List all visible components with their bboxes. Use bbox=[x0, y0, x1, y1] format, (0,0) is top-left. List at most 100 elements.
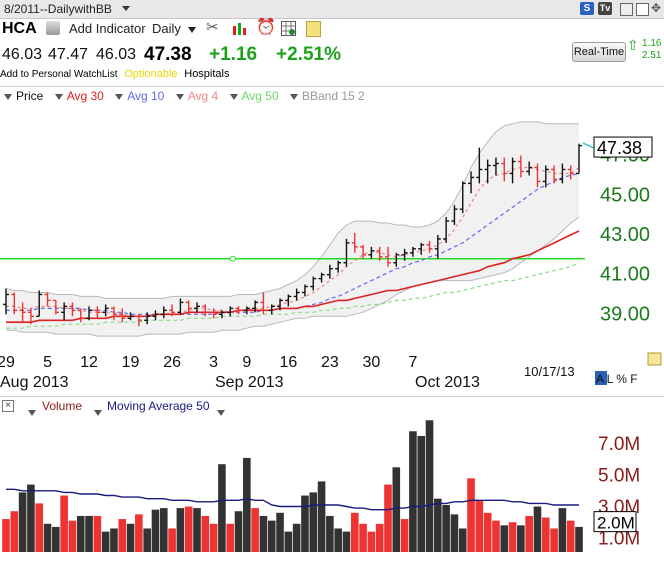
ohlc-bar bbox=[260, 292, 267, 315]
add-indicator-button[interactable]: Add Indicator bbox=[69, 21, 146, 36]
price-chart[interactable]: 39.0041.0043.0045.0047.0047.382951219263… bbox=[0, 104, 664, 396]
legend-avg50[interactable]: Avg 50 bbox=[229, 87, 279, 105]
volume-chart[interactable]: 1.0M3.0M5.0M7.0M2.0M bbox=[0, 414, 664, 571]
legend-ma50-label: Moving Average 50 bbox=[107, 399, 210, 413]
volume-bar bbox=[342, 531, 351, 552]
volume-bar bbox=[60, 495, 68, 552]
ohlc-bar bbox=[110, 306, 117, 321]
legend-volume-menu-icon[interactable] bbox=[28, 409, 36, 416]
legend-avg10-label: Avg 10 bbox=[127, 89, 165, 103]
chart-template-title[interactable]: 8/2011--DailywithBB bbox=[4, 2, 112, 16]
optionable-label: Optionable bbox=[124, 68, 178, 80]
volume-bar bbox=[458, 528, 467, 552]
grid-settings-icon[interactable] bbox=[281, 21, 296, 41]
legend-avg4[interactable]: Avg 4 bbox=[175, 87, 218, 105]
legend-avg10[interactable]: Avg 10 bbox=[115, 87, 164, 105]
percent-change: +2.51% bbox=[276, 44, 341, 65]
legend-avg50-menu-icon[interactable] bbox=[229, 93, 238, 100]
legend-bband[interactable]: BBand 15 2 bbox=[290, 87, 365, 105]
maximize-icon[interactable] bbox=[636, 3, 649, 16]
volume-bar bbox=[284, 531, 293, 552]
symbol-input[interactable]: HCA bbox=[2, 20, 37, 37]
ohlc-bar bbox=[77, 308, 84, 323]
tv-badge-icon[interactable]: Tv bbox=[598, 2, 612, 15]
ohlc-bar bbox=[426, 240, 433, 253]
legend-ma50[interactable] bbox=[94, 403, 106, 421]
bband-lower-line bbox=[6, 216, 580, 337]
ohlc-bar bbox=[301, 284, 308, 297]
volume-bar bbox=[201, 515, 210, 552]
volume-bar bbox=[18, 492, 27, 552]
ohlc-bar bbox=[210, 308, 217, 319]
tools-icon[interactable]: ✂ bbox=[206, 19, 219, 36]
period-select[interactable]: Daily bbox=[152, 21, 181, 36]
volume-tick-label: 1.0M bbox=[598, 528, 640, 549]
ohlc-bar bbox=[459, 181, 466, 214]
volume-bar bbox=[350, 512, 359, 552]
period-dropdown-icon[interactable] bbox=[188, 27, 196, 33]
volume-bar bbox=[500, 525, 509, 552]
ohlc-bar bbox=[551, 165, 558, 184]
volume-tick-label: 7.0M bbox=[598, 434, 640, 455]
volume-bar bbox=[508, 522, 517, 552]
ohlc-bar bbox=[376, 246, 383, 261]
avg30-line bbox=[6, 230, 580, 323]
open-value: 46.03 bbox=[2, 46, 43, 63]
ohlc-bar bbox=[501, 157, 508, 182]
ohlc-bar bbox=[534, 163, 541, 188]
volume-bar bbox=[541, 517, 550, 552]
notes-icon[interactable] bbox=[306, 21, 321, 37]
symbol-lookup-icon[interactable] bbox=[46, 21, 60, 35]
chart-toolbar: HCA Add Indicator Daily ✂ ⏰ bbox=[0, 18, 664, 40]
volume-bar bbox=[400, 519, 409, 552]
ohlc-bar bbox=[368, 246, 375, 259]
ohlc-bar bbox=[567, 165, 574, 180]
legend-price-label: Price bbox=[16, 89, 44, 103]
ohlc-bar bbox=[185, 300, 192, 315]
legend-ma50-menu-icon[interactable] bbox=[94, 409, 102, 416]
realtime-button[interactable]: Real-Time bbox=[572, 42, 626, 62]
add-to-watchlist-link[interactable]: Add to Personal WatchList bbox=[0, 69, 118, 80]
ohlc-bar bbox=[285, 294, 292, 307]
legend-price[interactable]: Price bbox=[4, 87, 43, 105]
volume-bar bbox=[43, 523, 52, 552]
legend-avg4-menu-icon[interactable] bbox=[175, 93, 184, 100]
volume-tick-label: 5.0M bbox=[598, 466, 640, 487]
save-icon[interactable] bbox=[620, 3, 633, 16]
price-tick-label: 39.00 bbox=[600, 303, 650, 325]
ohlc-bar bbox=[509, 157, 516, 184]
legend-price-menu-icon[interactable] bbox=[4, 93, 12, 100]
price-legend: Price Avg 30 Avg 10 Avg 4 Avg 50 BBand 1… bbox=[0, 86, 664, 106]
legend-avg30[interactable]: Avg 30 bbox=[54, 87, 104, 105]
volume-bar bbox=[558, 508, 567, 552]
chart-type-icon[interactable] bbox=[232, 22, 248, 41]
move-icon[interactable]: ✥ bbox=[651, 1, 662, 15]
legend-avg30-menu-icon[interactable] bbox=[54, 93, 63, 100]
ohlc-bar bbox=[351, 232, 358, 253]
s-badge-icon[interactable]: S bbox=[580, 2, 594, 15]
volume-bar bbox=[251, 508, 259, 552]
legend-bband-menu-icon[interactable] bbox=[290, 93, 298, 100]
alarm-clock-icon[interactable]: ⏰ bbox=[256, 19, 276, 36]
template-dropdown-icon[interactable] bbox=[122, 6, 130, 11]
volume-bar bbox=[10, 511, 19, 552]
industry-link[interactable]: Hospitals bbox=[184, 68, 230, 80]
volume-bar bbox=[193, 508, 201, 552]
ohlc-bar bbox=[268, 304, 275, 315]
legend-avg10-menu-icon[interactable] bbox=[115, 93, 124, 100]
price-change: +1.16 bbox=[209, 44, 258, 65]
ohlc-bar bbox=[243, 306, 250, 315]
legend-volume[interactable] bbox=[28, 403, 40, 421]
volume-bar bbox=[85, 515, 93, 552]
month-label: Sep 2013 bbox=[215, 374, 284, 391]
price-tick-label: 45.00 bbox=[600, 184, 650, 206]
ohlc-bar bbox=[227, 306, 234, 317]
volume-bar bbox=[35, 503, 44, 552]
legend-ma50-dropdown-icon[interactable] bbox=[217, 403, 229, 421]
close-pane-icon[interactable]: × bbox=[2, 400, 14, 412]
legend-avg30-label: Avg 30 bbox=[66, 89, 104, 103]
ohlc-bar bbox=[526, 161, 533, 176]
scale-a-box bbox=[595, 371, 607, 385]
volume-bar bbox=[209, 523, 218, 552]
volume-bar bbox=[143, 528, 151, 552]
